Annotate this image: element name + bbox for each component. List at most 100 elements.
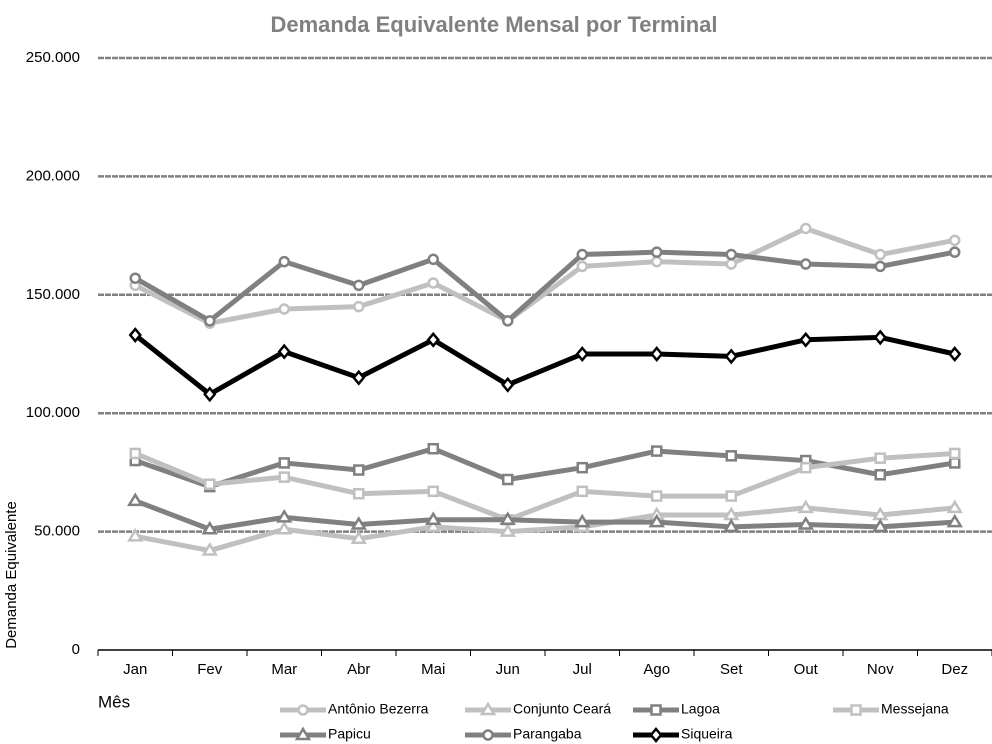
marker (649, 727, 663, 743)
marker (872, 506, 889, 521)
marker (278, 255, 290, 268)
marker (482, 729, 494, 741)
marker (725, 490, 737, 502)
marker (204, 478, 216, 490)
marker (850, 704, 862, 716)
marker (502, 473, 514, 486)
x-tick-label: Mai (421, 661, 445, 678)
marker (873, 329, 887, 346)
marker (576, 248, 588, 261)
chart-title: Demanda Equivalente Mensal por Terminal (270, 12, 717, 37)
marker (501, 376, 515, 393)
series-line (134, 505, 955, 554)
marker (872, 518, 889, 533)
series-line (133, 333, 956, 397)
marker (352, 369, 366, 386)
legend-label: Parangaba (513, 726, 582, 742)
series-line (134, 450, 955, 523)
marker (800, 222, 812, 235)
marker (725, 450, 737, 462)
x-tick-label: Jun (496, 661, 520, 678)
marker (129, 272, 141, 284)
marker (276, 520, 293, 535)
marker (425, 518, 442, 533)
legend-label: Siqueira (681, 726, 733, 742)
marker (948, 346, 962, 362)
marker (576, 260, 588, 273)
marker (278, 457, 290, 469)
marker (874, 260, 886, 273)
marker (201, 520, 218, 535)
marker (576, 485, 588, 498)
marker (651, 246, 663, 258)
x-tick-label: Nov (867, 661, 894, 678)
y-tick-label: 250.000 (26, 49, 80, 66)
legend-label: Lagoa (681, 701, 720, 717)
legend-label: Conjunto Ceará (513, 701, 611, 717)
marker (353, 487, 365, 500)
marker (651, 255, 663, 268)
marker (127, 527, 144, 542)
marker (576, 461, 588, 474)
marker (946, 499, 963, 514)
marker (799, 331, 813, 348)
marker (350, 530, 367, 544)
marker (499, 523, 516, 537)
marker (949, 234, 961, 247)
marker (946, 513, 963, 528)
marker (353, 279, 365, 292)
marker (874, 248, 886, 261)
marker (350, 516, 367, 530)
marker (949, 246, 961, 258)
marker (575, 346, 589, 362)
x-axis-label: Mês (98, 692, 130, 711)
marker (425, 511, 442, 526)
series-line (134, 249, 956, 324)
marker (949, 447, 961, 460)
marker (650, 346, 664, 362)
marker (797, 516, 814, 530)
marker (427, 485, 439, 498)
x-tick-label: Out (794, 661, 819, 678)
marker (725, 248, 737, 261)
marker (276, 508, 293, 523)
x-tick-label: Ago (643, 661, 670, 678)
legend-label: Messejana (881, 701, 949, 717)
marker (725, 258, 737, 270)
marker (797, 499, 814, 514)
y-tick-label: 150.000 (26, 286, 80, 303)
marker (427, 442, 439, 455)
marker (129, 447, 141, 460)
marker (427, 277, 439, 289)
marker (353, 464, 365, 476)
marker (800, 258, 812, 270)
y-tick-label: 100.000 (26, 404, 80, 421)
marker (724, 348, 738, 365)
marker (278, 303, 290, 315)
marker (128, 327, 142, 344)
marker (874, 452, 886, 464)
marker (650, 704, 662, 716)
marker (499, 511, 516, 526)
marker (204, 315, 216, 327)
series-line (134, 225, 956, 326)
series-line (134, 498, 955, 532)
series-line (134, 446, 956, 490)
marker (502, 315, 514, 327)
marker (277, 343, 291, 360)
x-tick-label: Fev (197, 661, 223, 678)
x-tick-label: Jul (573, 661, 592, 678)
marker (574, 513, 591, 528)
marker (297, 704, 309, 716)
marker (427, 253, 439, 266)
x-tick-label: Jan (123, 661, 147, 678)
marker (127, 492, 144, 507)
marker (949, 457, 961, 469)
marker (201, 542, 218, 556)
marker (426, 331, 440, 348)
marker (278, 471, 290, 483)
y-axis-label: Demanda Equivalente (3, 501, 20, 649)
marker (800, 461, 812, 474)
marker (294, 726, 312, 741)
